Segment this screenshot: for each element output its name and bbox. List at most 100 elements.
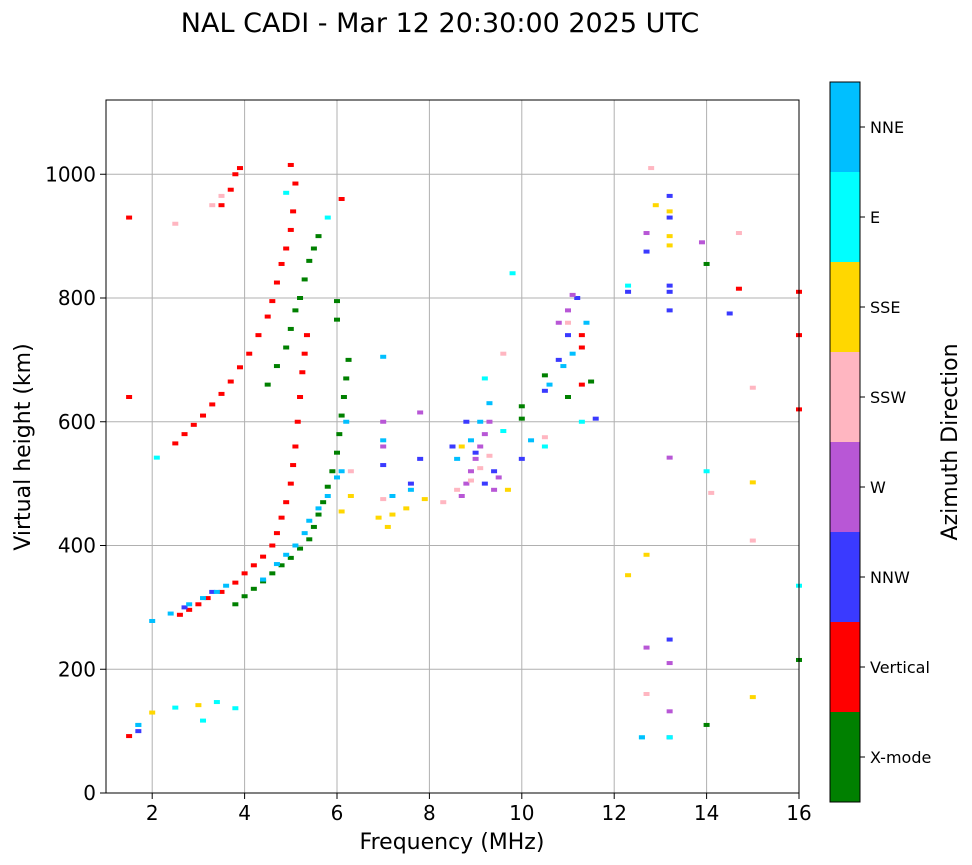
data-point [749,695,756,700]
series-vertical [126,162,802,739]
data-point [467,438,474,443]
data-point [269,299,276,304]
data-point [324,494,331,498]
data-point [186,602,193,607]
data-point [301,277,308,282]
data-point [218,193,225,198]
data-point [648,166,655,171]
data-point [273,364,280,369]
data-point [643,249,650,254]
data-point [583,320,590,325]
data-point [703,469,710,474]
data-point [338,413,345,418]
data-point [666,637,673,642]
data-point [324,484,331,489]
data-point [703,722,710,727]
data-point [310,524,317,529]
data-point [638,735,645,740]
data-point [204,596,211,601]
data-point [666,709,673,714]
data-point [340,395,347,399]
y-tick-label: 800 [58,286,96,310]
data-point [200,718,207,723]
data-point [273,531,280,536]
data-point [735,286,742,291]
data-point [301,351,308,356]
data-point [500,429,507,434]
x-tick-label: 4 [238,801,251,825]
data-point [440,500,447,505]
data-point [666,308,673,313]
data-point [625,289,632,294]
data-point [565,395,571,399]
data-point [749,385,756,390]
data-point [486,453,493,458]
colorbar-tick-label: NNE [870,118,904,137]
data-point [297,395,304,399]
data-point [477,466,484,471]
data-point [236,365,243,370]
colorbar-tick-label: NNW [870,568,910,587]
x-tick-label: 8 [423,801,436,825]
series-nnw [135,193,733,740]
data-point [292,308,299,313]
colorbar-segment [830,82,860,172]
data-point [250,563,257,568]
data-point [666,455,673,460]
data-point [347,469,354,474]
y-axis-ticks: 0 200 400 600 800 1000 [45,162,106,805]
data-point [735,231,742,236]
data-point [135,729,142,734]
data-point [643,692,650,696]
data-point [232,172,239,177]
y-tick-label: 0 [83,781,96,805]
data-point [555,357,562,362]
data-point [181,605,188,610]
data-point [241,571,248,576]
data-point [375,515,382,520]
data-point [500,351,507,356]
x-tick-label: 14 [694,801,719,825]
data-point [329,469,336,474]
data-point [190,422,197,427]
data-point [666,661,673,666]
data-point [338,469,345,474]
data-point [380,497,387,502]
data-point [195,602,202,607]
data-point [380,354,387,359]
data-point [195,703,202,708]
series-sse [149,203,756,715]
data-point [449,444,456,449]
y-tick-label: 600 [58,410,96,434]
data-point [458,494,465,498]
data-point [643,645,650,650]
data-point [297,296,304,300]
data-point [417,410,424,415]
data-point [135,722,142,727]
data-point [283,552,290,557]
data-point [343,419,350,424]
grid-lines [106,100,800,794]
data-point [200,413,207,418]
data-point [569,351,576,356]
x-axis-label: Frequency (MHz) [360,830,545,855]
x-tick-label: 12 [601,801,626,825]
colorbar-tick-label: SSW [870,388,906,407]
data-point [578,419,585,424]
data-point [504,487,511,492]
series-e [135,190,802,740]
data-point [273,562,280,567]
data-point [334,299,340,304]
data-point [299,370,306,375]
data-point [283,345,290,350]
data-point [172,705,179,710]
data-point [749,538,756,543]
data-point [454,487,461,492]
data-point [287,227,294,232]
data-point [292,181,299,186]
colorbar-segment [830,532,860,622]
data-point [287,481,294,486]
data-point [569,292,576,297]
data-point [273,280,280,285]
data-point [315,512,322,517]
